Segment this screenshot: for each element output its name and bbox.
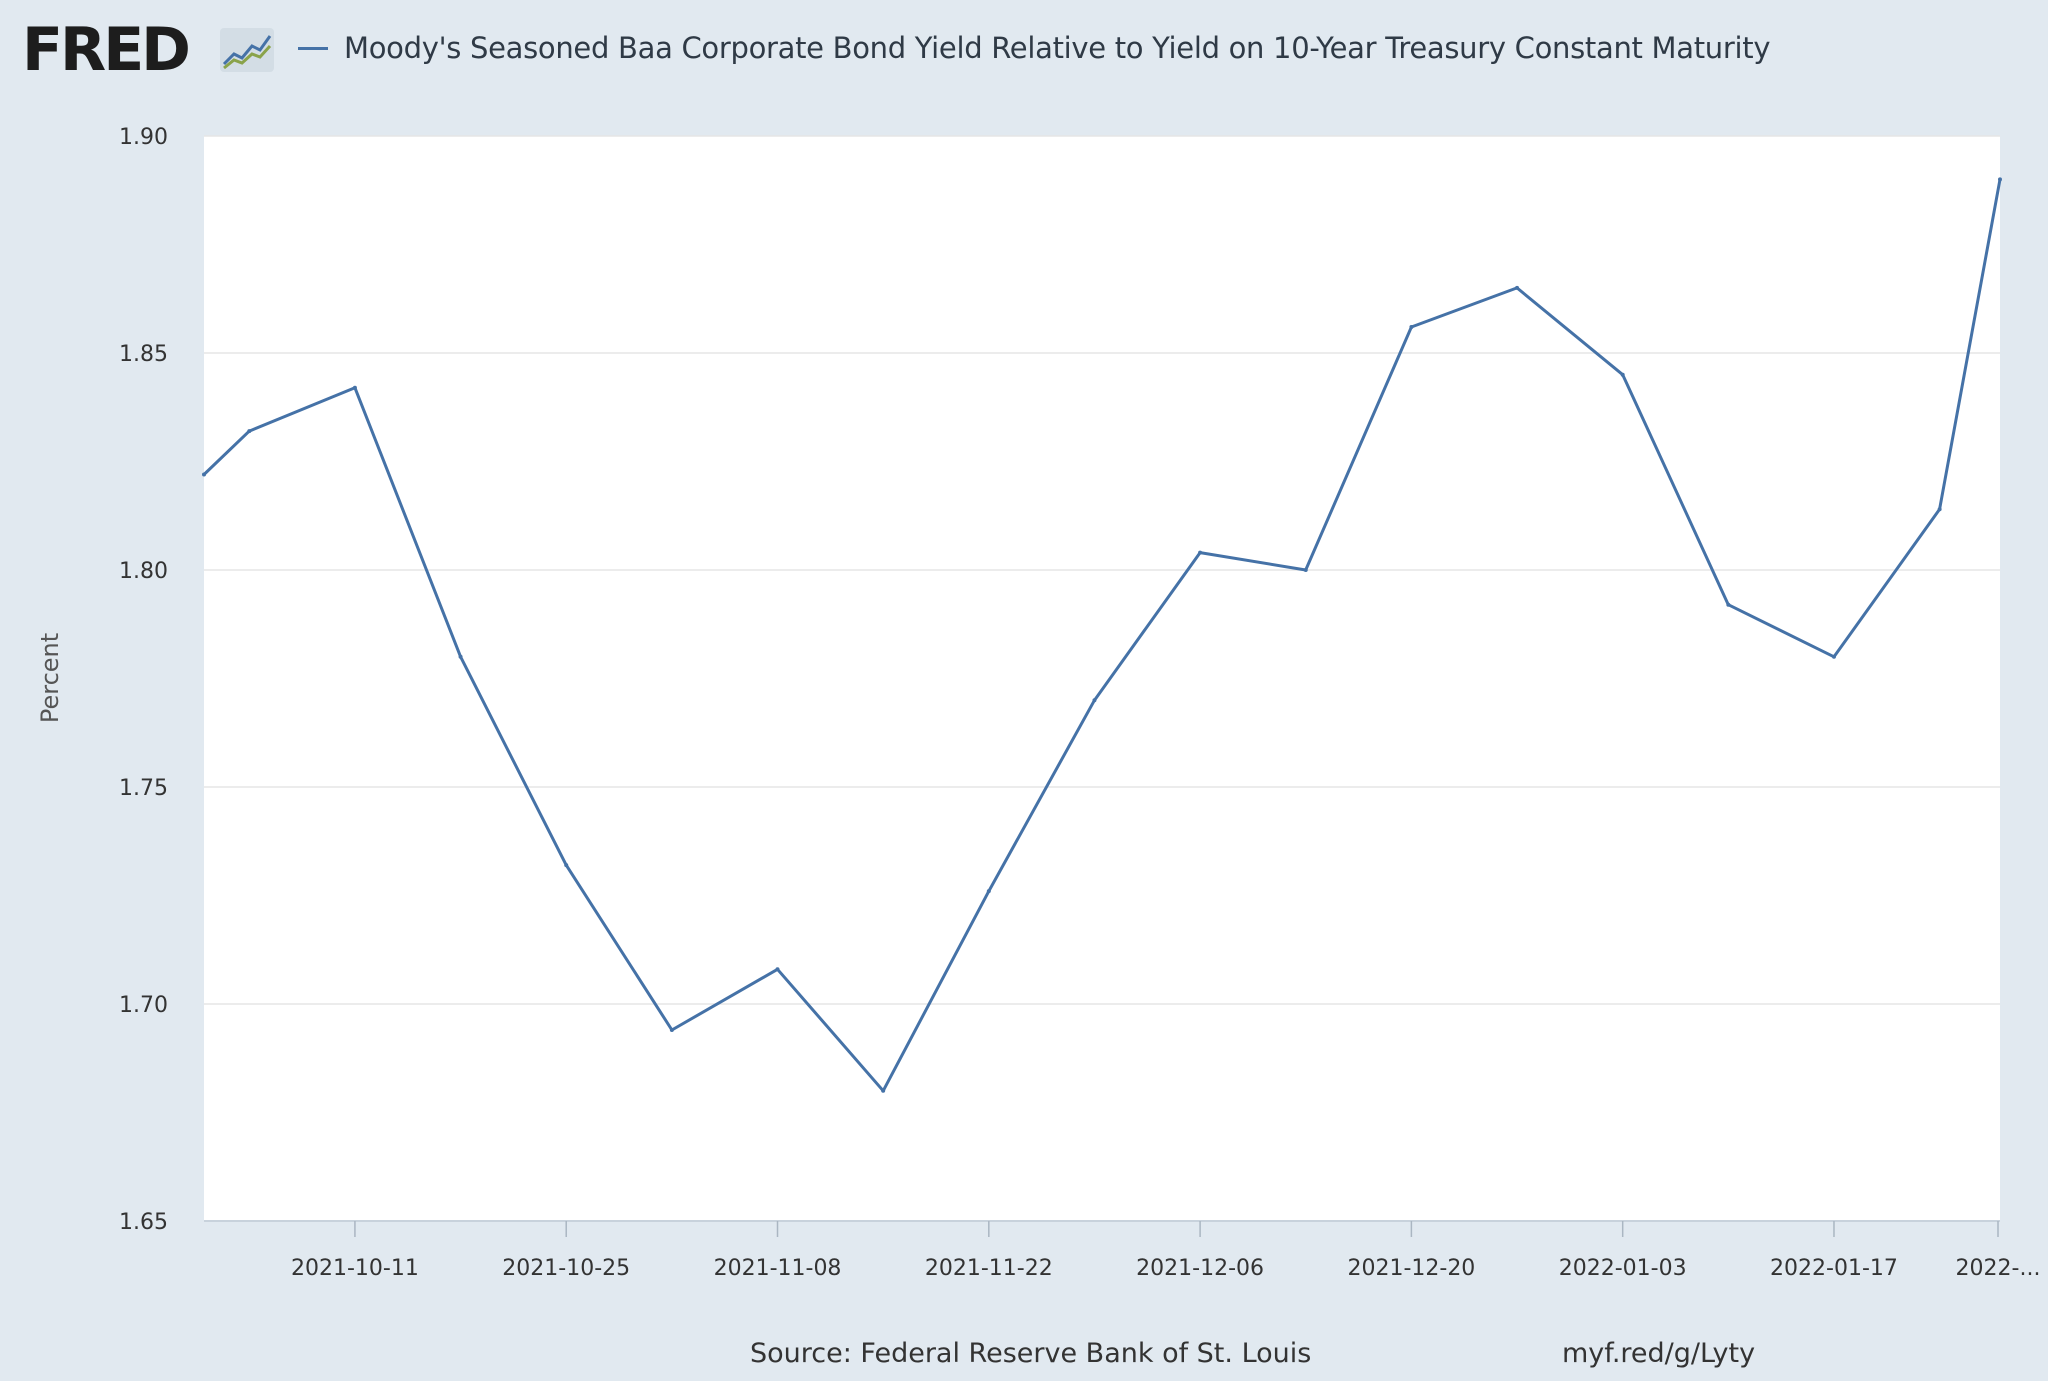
x-tick-label: 2022-... [1956, 1256, 2041, 1281]
data-point[interactable] [1198, 550, 1203, 555]
legend-series-line [298, 47, 328, 50]
fred-logo[interactable]: FRED [22, 15, 191, 85]
data-point[interactable] [1831, 654, 1836, 659]
data-point[interactable] [1998, 177, 2002, 182]
x-axis-tick-labels: 2021-10-11 2021-10-25 2021-11-08 2021-11-22… [291, 1256, 2040, 1281]
data-point[interactable] [1409, 324, 1414, 329]
x-tick-label: 2021-12-20 [1347, 1256, 1475, 1281]
y-axis-tick-labels: 1.65 1.70 1.75 1.80 1.85 1.90 [119, 125, 168, 1235]
data-point[interactable] [1303, 568, 1308, 572]
x-tick-label: 2021-11-22 [925, 1256, 1053, 1281]
x-tick-label: 2021-10-11 [291, 1256, 419, 1281]
data-point[interactable] [1515, 285, 1520, 290]
source-text: Source: Federal Reserve Bank of St. Loui… [750, 1338, 1312, 1369]
x-tick-label: 2021-11-08 [714, 1256, 842, 1281]
y-tick-label: 1.65 [119, 1210, 168, 1235]
data-point[interactable] [1620, 372, 1625, 377]
y-tick-label: 1.90 [119, 125, 168, 150]
gridlines [204, 135, 2000, 1222]
y-tick-label: 1.70 [119, 993, 168, 1018]
fred-graph-icon [220, 28, 274, 72]
x-tick-label: 2021-12-06 [1136, 1256, 1264, 1281]
y-tick-label: 1.85 [119, 342, 168, 367]
data-point[interactable] [564, 863, 569, 868]
chart-header: FRED Moody's Seasoned Baa Corporate Bond… [0, 0, 2048, 100]
y-axis-title: Percent [36, 633, 64, 723]
data-point[interactable] [986, 889, 991, 894]
data-point[interactable] [1092, 698, 1097, 703]
data-point[interactable] [247, 429, 252, 434]
x-tick-label: 2021-10-25 [502, 1256, 630, 1281]
plot-area [204, 136, 2000, 1221]
x-tick-label: 2022-01-17 [1770, 1256, 1898, 1281]
data-point[interactable] [458, 654, 463, 659]
data-point[interactable] [669, 1028, 674, 1033]
short-url-link[interactable]: myf.red/g/Lyty [1562, 1338, 1756, 1369]
series-points [202, 177, 2002, 1093]
data-point[interactable] [1937, 507, 1942, 512]
x-tick-label: 2022-01-03 [1559, 1256, 1687, 1281]
chart-title: Moody's Seasoned Baa Corporate Bond Yiel… [344, 31, 1771, 65]
y-tick-label: 1.75 [119, 776, 168, 801]
data-point[interactable] [202, 472, 206, 477]
data-point[interactable] [881, 1088, 886, 1093]
x-axis-ticks [354, 1221, 1999, 1237]
data-point[interactable] [352, 385, 357, 390]
data-point[interactable] [775, 967, 780, 972]
y-tick-label: 1.80 [119, 559, 168, 584]
data-point[interactable] [1726, 602, 1731, 607]
